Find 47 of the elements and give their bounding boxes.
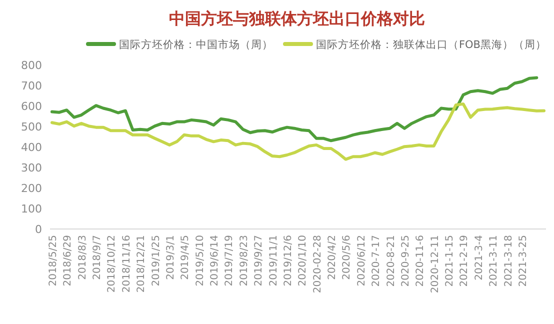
x-tick-label: 2018/5/25 xyxy=(48,235,59,286)
y-tick-label: 700 xyxy=(21,80,42,92)
x-tick-label: 2019/7/19 xyxy=(224,235,236,286)
x-tick-label: 2021-3-25 xyxy=(518,235,529,287)
x-tick-label: 2020/6/12 xyxy=(356,235,368,286)
x-tick-label: 2020/1/10 xyxy=(298,235,309,286)
x-tick-label: 2019/5/10 xyxy=(194,235,206,286)
x-tick-label: 2020-8-21 xyxy=(386,235,397,287)
x-tick-label: 2020-12-11 xyxy=(430,235,441,294)
y-tick-label: 100 xyxy=(21,202,42,216)
y-tick-label: 300 xyxy=(21,162,42,174)
x-tick-label: 2018/9/7 xyxy=(92,235,104,280)
line-series xyxy=(50,102,546,161)
x-tick-label: 2019/1/25 xyxy=(150,235,162,286)
x-tick-label: 2020-7-17 xyxy=(371,235,382,287)
x-tick-label: 2018/10/12 xyxy=(106,235,118,293)
x-tick-label: 2020-02-28 xyxy=(312,235,324,294)
y-tick-label: 600 xyxy=(21,100,42,113)
legend-label: 国际方坯价格：独联体出口（FOB黑海）（周） xyxy=(316,38,547,51)
x-tick-label: 2019/3/1 xyxy=(165,235,176,280)
x-tick-label: 2021-1-15 xyxy=(444,235,456,287)
y-tick-label: 800 xyxy=(21,59,42,72)
x-tick-label: 2018/12/21 xyxy=(136,235,148,293)
y-tick-label: 500 xyxy=(21,120,42,134)
x-tick-label: 2018/11/16 xyxy=(121,235,132,293)
x-tick-label: 2020-9-25 xyxy=(400,235,412,287)
y-tick-label: 200 xyxy=(21,182,42,195)
y-tick-label: 0 xyxy=(35,223,42,236)
legend-label: 国际方坯价格：中国市场（周） xyxy=(119,38,273,51)
x-tick-label: 2020/5/6 xyxy=(342,235,353,280)
x-tick-label: 2019/6/14 xyxy=(210,235,221,286)
x-tick-label: 2021-2-19 xyxy=(459,235,470,287)
x-tick-label: 2021-3-11 xyxy=(488,235,500,287)
x-tick-label: 2018/8/3 xyxy=(77,235,88,280)
x-tick-label: 2018/6/29 xyxy=(62,235,74,286)
x-tick-label: 2019/12/6 xyxy=(282,235,294,286)
y-tick-label: 400 xyxy=(21,141,42,154)
x-tick-label: 2021-3-4 xyxy=(474,235,485,280)
x-tick-label: 2019/11/1 xyxy=(268,235,280,286)
chart-title: 中国方坯与独联体方坯出口价格对比 xyxy=(169,9,425,28)
x-tick-label: 2020-11-6 xyxy=(415,235,426,287)
x-tick-label: 2019/4/5 xyxy=(180,235,192,280)
x-tick-label: 2019/8/23 xyxy=(238,235,250,286)
x-tick-label: 2021-3-18 xyxy=(503,235,514,287)
x-tick-label: 2020/4/2 xyxy=(327,235,338,280)
x-tick-label: 2019/9/27 xyxy=(254,235,265,286)
line-series xyxy=(50,76,538,142)
